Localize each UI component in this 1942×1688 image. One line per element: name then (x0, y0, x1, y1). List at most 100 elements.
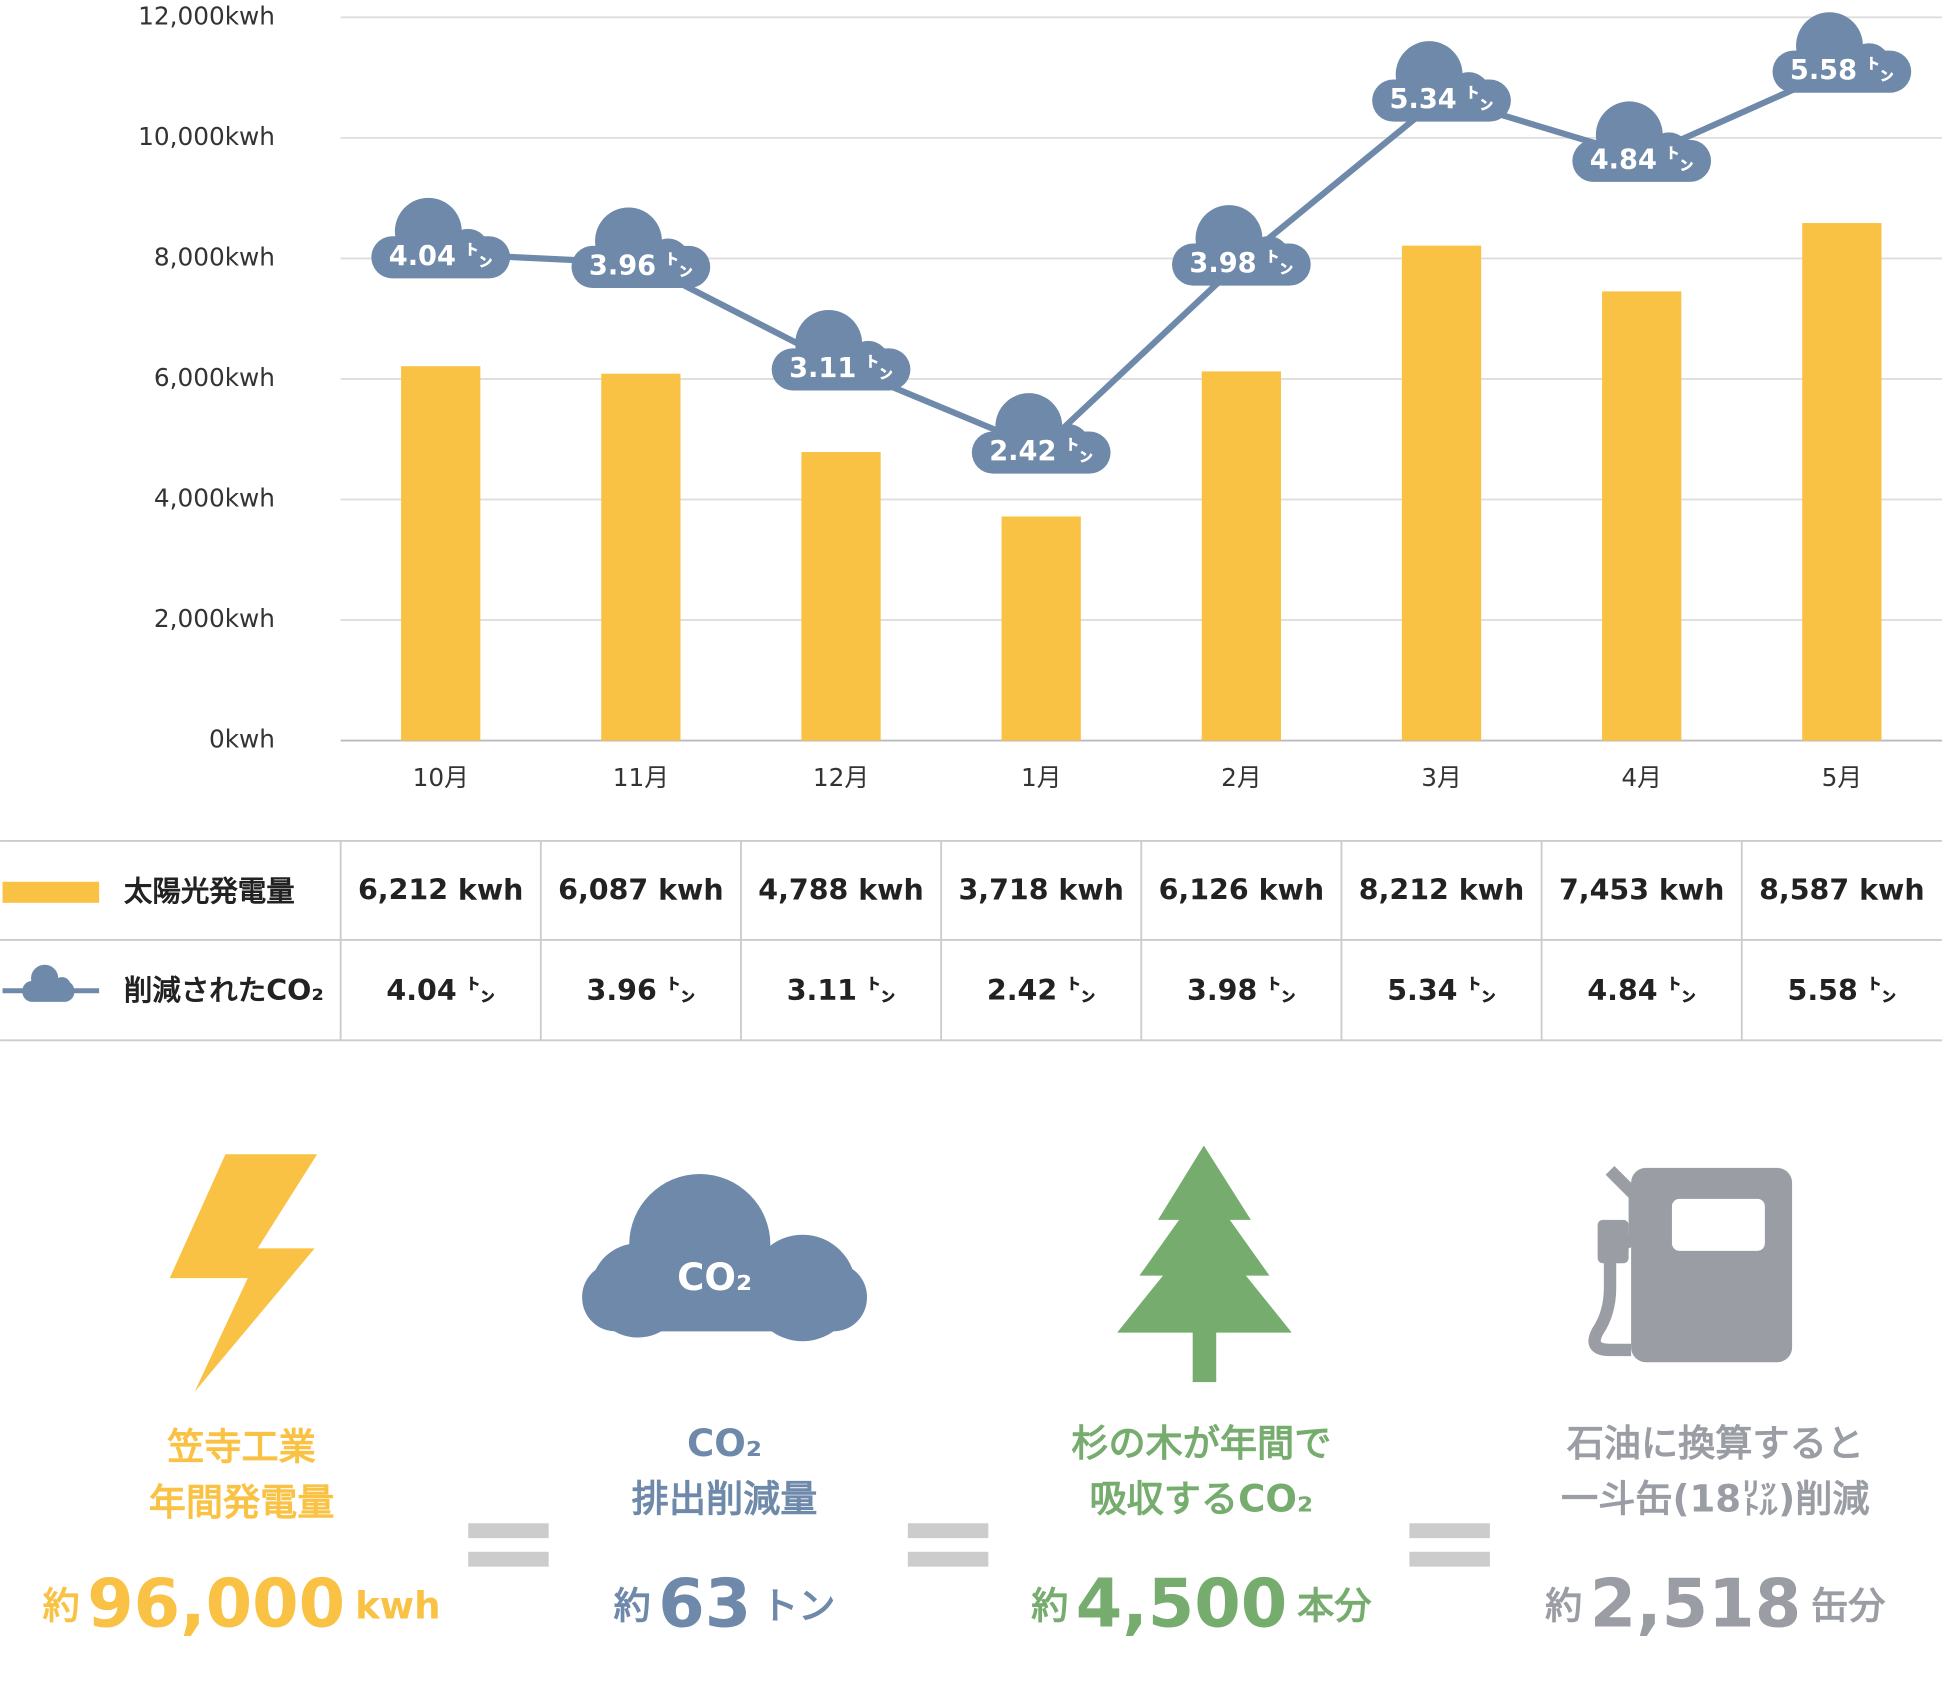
cloud-marker (971, 393, 1111, 474)
amount-unit: 缶分 (1811, 1584, 1886, 1627)
bar (1401, 245, 1482, 741)
cloud-base (771, 348, 911, 391)
y-tick-label: 4,000kwh (154, 484, 275, 513)
x-tick-label: 11月 (613, 763, 669, 792)
data-label: 5.58 ㌧ (1790, 55, 1894, 86)
y-tick-label: 10,000kwh (138, 122, 275, 151)
legend-label: 削減されたCO₂ (124, 974, 324, 1007)
table-cell: 3.98 ㌧ (1187, 974, 1296, 1007)
table-cell: 6,212 kwh (358, 874, 523, 907)
data-label: 4.04 ㌧ (389, 241, 493, 272)
lightning-icon (169, 1154, 318, 1393)
table-grid (0, 839, 1942, 1042)
table-cell: 4.84 ㌧ (1587, 974, 1696, 1007)
x-tick-label: 12月 (813, 763, 869, 792)
x-tick-label: 2月 (1221, 763, 1262, 792)
cloud-base (371, 236, 511, 279)
amount-unit: トン (761, 1584, 835, 1627)
caption: CO₂ (687, 1422, 762, 1465)
table-cell: 2.42 ㌧ (987, 974, 1096, 1007)
table-cell: 5.58 ㌧ (1788, 974, 1897, 1007)
x-tick-label: 1月 (1021, 763, 1062, 792)
table-cell: 8,212 kwh (1359, 874, 1524, 907)
caption: 石油に換算すると (1566, 1422, 1864, 1465)
y-tick-label: 12,000kwh (138, 1, 275, 30)
cloud-marker (571, 207, 711, 289)
amount-prefix: 約 (43, 1584, 80, 1627)
amount-number: 96,000 (87, 1564, 345, 1642)
amount-prefix: 約 (1545, 1584, 1582, 1627)
amount: 約 96,000 kwh (43, 1564, 441, 1642)
table-cell: 5.34 ㌧ (1387, 974, 1496, 1007)
caption: 一斗缶(18㍑)削減 (1561, 1477, 1869, 1520)
x-tick-label: 10月 (413, 763, 469, 792)
bar (401, 366, 481, 741)
amount-prefix: 約 (1031, 1584, 1068, 1627)
table-cell: 3,718 kwh (958, 874, 1123, 907)
y-tick-label: 8,000kwh (154, 242, 275, 271)
caption: 杉の木が年間で (1071, 1422, 1331, 1465)
cloud-marker (771, 309, 911, 391)
amount-unit: 本分 (1297, 1584, 1372, 1627)
data-label: 3.96 ㌧ (589, 250, 693, 281)
caption: 年間発電量 (149, 1481, 335, 1524)
table-cell: 4,788 kwh (758, 874, 923, 907)
table-cell: 7,453 kwh (1559, 874, 1724, 907)
y-tick-label: 6,000kwh (154, 363, 275, 392)
table-cell: 4.04 ㌧ (386, 974, 495, 1007)
table-cell: 3.11 ㌧ (787, 974, 896, 1007)
cloud-marker (1172, 205, 1311, 286)
amount: 約 4,500 本分 (1031, 1564, 1372, 1642)
x-tick-label: 3月 (1421, 763, 1462, 792)
data-label: 3.11 ㌧ (789, 353, 893, 384)
cloud-base (1772, 50, 1912, 93)
cloud-base (571, 245, 711, 289)
table-cell: 6,087 kwh (558, 874, 723, 907)
fuel-pump-icon (1588, 1165, 1793, 1363)
bar (1602, 291, 1682, 741)
cloud-base (1172, 243, 1311, 286)
tree-icon (1117, 1145, 1292, 1383)
caption: 排出削減量 (632, 1477, 818, 1520)
amount-number: 2,518 (1590, 1564, 1801, 1642)
legend-swatch-bar (2, 881, 100, 903)
cloud-base (971, 431, 1111, 474)
table-cell: 6,126 kwh (1159, 874, 1324, 907)
bar (1001, 516, 1081, 741)
cloud-icon-text: CO₂ (677, 1256, 752, 1299)
bar (601, 373, 681, 741)
data-label: 5.34 ㌧ (1390, 84, 1494, 115)
cloud-marker (1772, 12, 1912, 93)
y-tick-label: 2,000kwh (154, 604, 275, 633)
x-tick-label: 4月 (1621, 763, 1662, 792)
data-label: 3.98 ㌧ (1189, 248, 1293, 279)
bar (801, 452, 881, 741)
amount-unit: kwh (355, 1584, 440, 1627)
cloud-marker (371, 197, 511, 279)
bar (1802, 223, 1882, 741)
cloud-base (1372, 79, 1511, 122)
x-tick-label: 5月 (1822, 763, 1862, 792)
caption: 吸収するCO₂ (1090, 1477, 1314, 1520)
data-label: 2.42 ㌧ (989, 436, 1093, 467)
amount-number: 63 (658, 1564, 751, 1642)
amount-number: 4,500 (1076, 1564, 1287, 1642)
bar (1201, 371, 1281, 741)
cloud-icon (582, 1174, 867, 1342)
table-cell: 8,587 kwh (1759, 874, 1924, 907)
caption: 笠寺工業 (167, 1425, 316, 1468)
legend-swatch-cloud (2, 964, 100, 1002)
amount: 約 63 トン (614, 1564, 836, 1642)
cloud-marker (1372, 41, 1511, 122)
cloud-base (1572, 139, 1712, 182)
y-tick-label: 0kwh (209, 725, 275, 754)
equals-sign (468, 1523, 1490, 1567)
data-label: 4.84 ㌧ (1590, 144, 1694, 175)
legend-label: 太陽光発電量 (124, 875, 295, 908)
cloud-marker (1572, 101, 1712, 182)
amount: 約 2,518 缶分 (1545, 1564, 1886, 1642)
table-cell: 3.96 ㌧ (587, 974, 696, 1007)
